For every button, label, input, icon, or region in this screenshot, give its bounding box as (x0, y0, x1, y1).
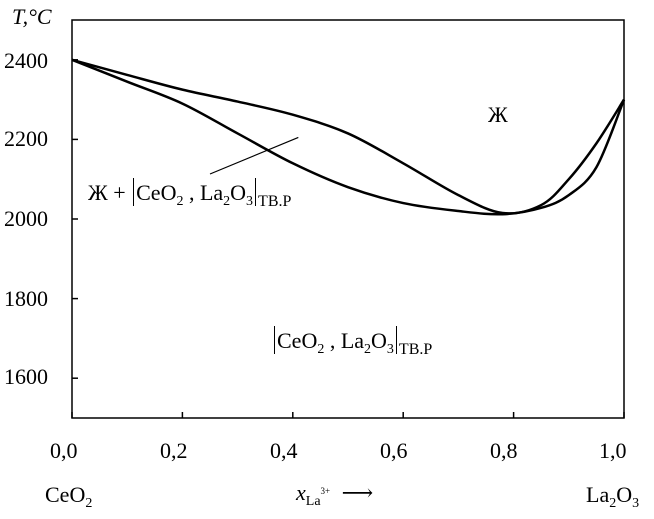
tick-marks (71, 59, 625, 418)
x-tick-label: 0,0 (50, 438, 78, 463)
y-tick-label: 1800 (4, 286, 48, 311)
x-tick-label: 0,4 (270, 438, 298, 463)
x-tick-label: 1,0 (599, 438, 627, 463)
x-axis-label: xLa3+ ⟶ (296, 480, 374, 509)
y-tick-label: 2000 (4, 206, 48, 231)
y-axis-label: T,°C (12, 4, 52, 29)
liquid-region-label: Ж (488, 102, 508, 127)
x-axis-arrow: ⟶ (341, 480, 374, 505)
y-tick-label: 1600 (4, 364, 48, 389)
x-tick-label: 0,8 (490, 438, 518, 463)
x-tick-label: 0,2 (160, 438, 188, 463)
solidus-curve (71, 58, 626, 216)
solid-region-label: CeO2 , La2O3 ТВ.Р (272, 326, 432, 359)
two-phase-region-label: Ж + CeO2 , La2O3 ТВ.Р (88, 178, 292, 210)
series-group (71, 58, 626, 216)
liquidus-curve (71, 58, 626, 215)
two-phase-leader-line (209, 136, 299, 175)
y-tick-label: 2400 (4, 48, 48, 73)
left-component-label: CeO2 (45, 482, 93, 511)
y-tick-label: 2200 (4, 126, 48, 151)
right-component-label: La2O3 (586, 482, 640, 511)
x-tick-label: 0,6 (380, 438, 408, 463)
